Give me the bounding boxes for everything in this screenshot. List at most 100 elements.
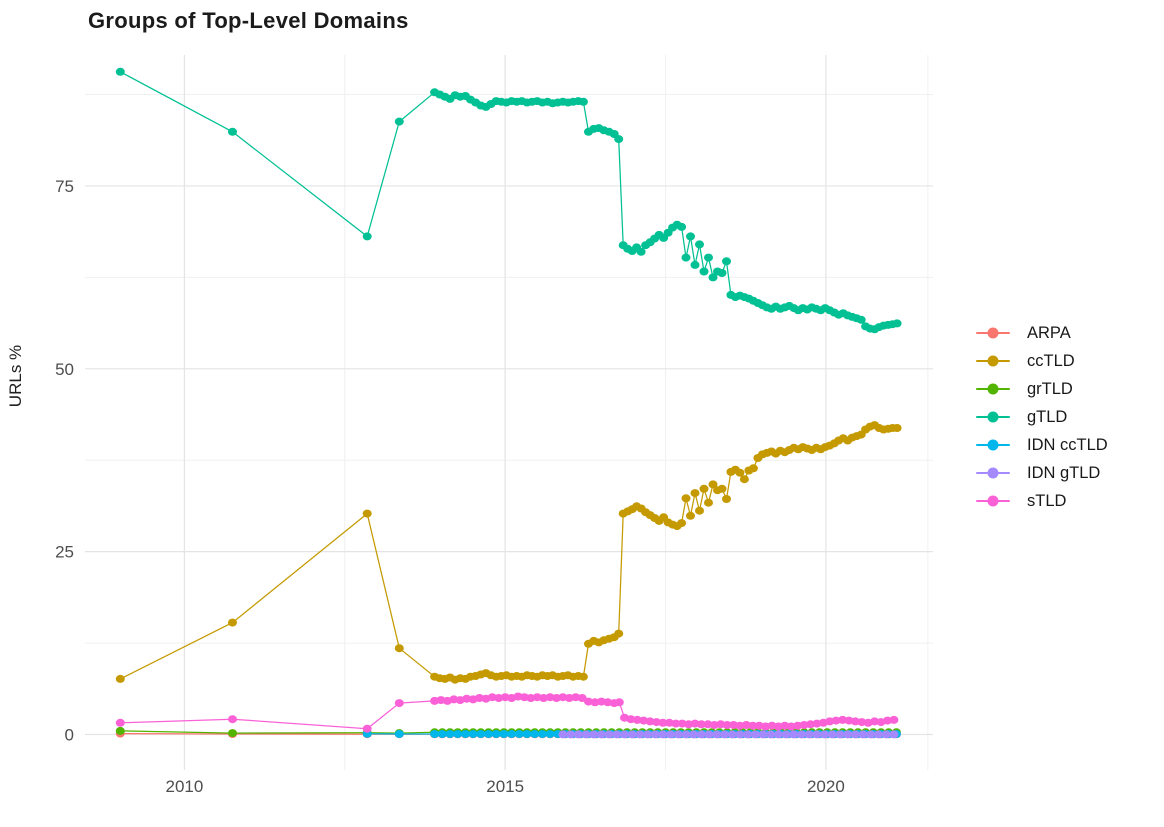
- point-idn-cctld: [430, 730, 440, 738]
- point-idn-gtld: [558, 730, 568, 739]
- point-stld: [577, 694, 587, 702]
- point-gtld: [394, 117, 404, 126]
- point-cctld: [677, 519, 687, 528]
- y-tick-label: 0: [65, 726, 74, 745]
- point-stld: [228, 715, 237, 724]
- point-idn-cctld: [530, 730, 540, 738]
- legend-label: IDN gTLD: [1027, 463, 1101, 482]
- point-cctld: [228, 618, 237, 627]
- point-cctld: [735, 468, 745, 477]
- point-idn-gtld: [812, 730, 822, 739]
- point-gtld: [695, 240, 704, 249]
- series-line-cctld: [120, 424, 898, 681]
- point-idn-cctld: [545, 730, 555, 738]
- point-cctld: [704, 498, 713, 507]
- legend-label: gTLD: [1027, 407, 1068, 426]
- legend-item-arpa: ARPA: [976, 322, 1108, 344]
- legend-label: ARPA: [1027, 323, 1071, 342]
- point-cctld: [699, 484, 709, 493]
- point-cctld: [115, 674, 125, 683]
- point-gtld: [677, 222, 687, 231]
- point-gtld: [614, 135, 624, 144]
- point-cctld: [690, 489, 700, 498]
- point-cctld: [708, 480, 718, 489]
- point-idn-gtld: [635, 730, 645, 739]
- legend-label: ccTLD: [1027, 351, 1075, 370]
- point-idn-gtld: [627, 730, 637, 739]
- point-idn-cctld: [437, 730, 447, 738]
- point-idn-gtld: [666, 730, 676, 739]
- point-idn-gtld: [789, 730, 799, 739]
- point-idn-gtld: [820, 730, 830, 739]
- point-stld: [889, 715, 899, 724]
- point-idn-gtld: [620, 730, 629, 739]
- legend-key-icon: [976, 354, 1010, 368]
- point-idn-gtld: [850, 730, 860, 739]
- point-idn-gtld: [658, 730, 668, 739]
- point-idn-cctld: [522, 730, 532, 738]
- point-idn-gtld: [720, 730, 729, 739]
- series-line-gtld: [120, 71, 898, 330]
- legend-item-cctld: ccTLD: [976, 350, 1108, 372]
- point-idn-gtld: [704, 730, 714, 739]
- point-idn-cctld: [537, 730, 547, 738]
- y-tick-label: 25: [55, 543, 74, 562]
- point-stld: [671, 719, 681, 728]
- point-stld: [614, 698, 624, 707]
- point-idn-gtld: [866, 730, 876, 739]
- point-cctld: [578, 672, 588, 681]
- point-idn-gtld: [643, 730, 653, 739]
- y-tick-label: 50: [55, 360, 74, 379]
- point-idn-gtld: [797, 730, 806, 739]
- point-stld: [658, 718, 668, 727]
- point-idn-gtld: [827, 730, 837, 739]
- point-cctld: [722, 495, 731, 503]
- point-gtld: [708, 273, 718, 282]
- point-gtld: [892, 319, 902, 328]
- point-gtld: [722, 257, 731, 266]
- legend-key-icon: [976, 326, 1010, 340]
- point-stld: [394, 699, 404, 708]
- point-idn-gtld: [804, 730, 814, 739]
- legend-label: sTLD: [1027, 491, 1067, 510]
- point-idn-cctld: [394, 730, 404, 738]
- legend-key-icon: [976, 438, 1010, 452]
- point-idn-gtld: [843, 730, 853, 739]
- point-idn-cctld: [468, 730, 478, 738]
- y-tick-label: 75: [55, 177, 74, 196]
- point-idn-gtld: [581, 730, 591, 739]
- point-idn-gtld: [766, 730, 776, 739]
- point-gtld: [228, 127, 237, 136]
- legend: ARPA ccTLD grTLD gTLD IDN ccTLD IDN gTLD sTLD: [976, 322, 1108, 518]
- point-idn-gtld: [727, 730, 737, 739]
- point-gtld: [717, 269, 727, 277]
- point-cctld: [394, 644, 404, 653]
- point-idn-gtld: [750, 730, 760, 739]
- point-grtld: [228, 729, 237, 738]
- point-idn-gtld: [604, 730, 614, 739]
- point-gtld: [362, 232, 372, 241]
- x-tick-label: 2015: [486, 777, 524, 796]
- point-idn-cctld: [460, 730, 470, 738]
- point-cctld: [739, 475, 749, 484]
- point-cctld: [681, 494, 691, 503]
- legend-item-gtld: gTLD: [976, 406, 1108, 428]
- point-idn-gtld: [573, 730, 583, 739]
- point-idn-cctld: [514, 730, 524, 738]
- point-idn-gtld: [673, 730, 683, 739]
- point-grtld: [115, 726, 125, 735]
- point-idn-gtld: [858, 730, 868, 739]
- point-gtld: [636, 247, 646, 256]
- point-idn-cctld: [499, 730, 509, 738]
- point-stld: [362, 724, 372, 733]
- point-idn-gtld: [889, 730, 899, 739]
- legend-key-icon: [976, 382, 1010, 396]
- point-idn-gtld: [773, 730, 783, 739]
- legend-item-idn-gtld: IDN gTLD: [976, 462, 1108, 484]
- point-gtld: [115, 67, 125, 76]
- point-cctld: [717, 484, 727, 493]
- point-stld: [748, 721, 758, 730]
- legend-label: grTLD: [1027, 379, 1073, 398]
- point-cctld: [362, 509, 372, 518]
